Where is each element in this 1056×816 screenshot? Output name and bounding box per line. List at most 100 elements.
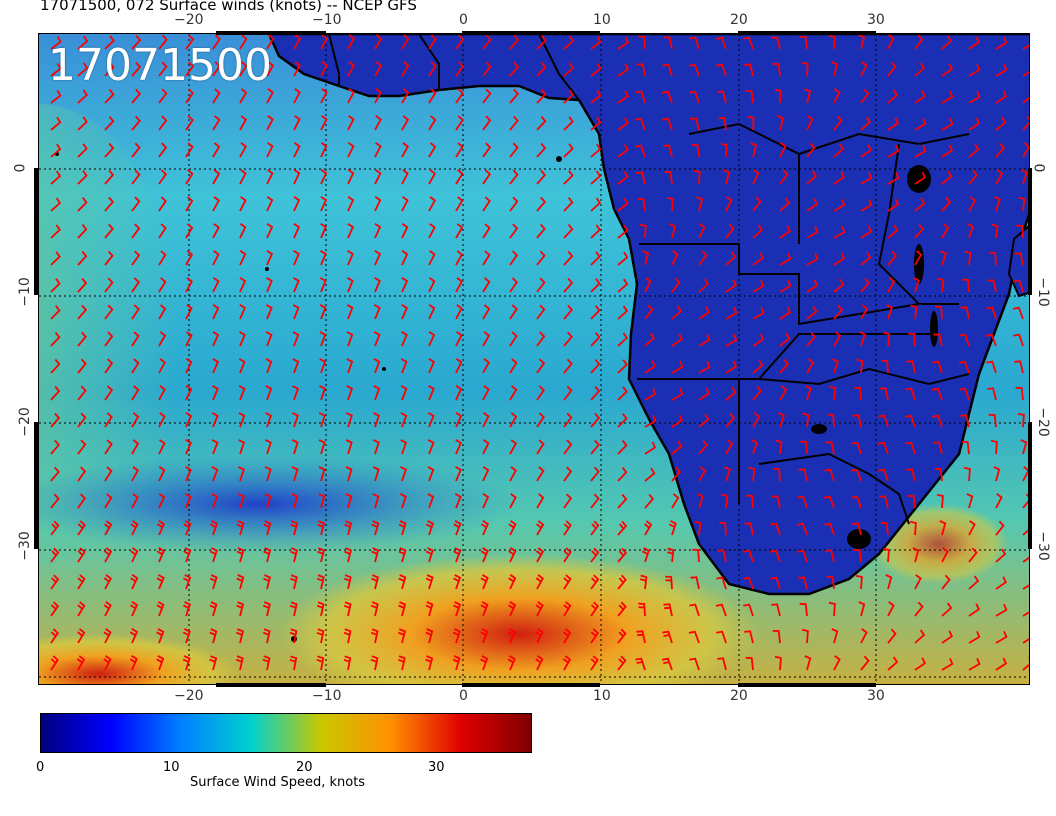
wind-barb	[265, 331, 273, 347]
wind-barb	[158, 358, 166, 374]
wind-barb	[480, 601, 489, 617]
lon-tick-top: 0	[459, 12, 468, 28]
wind-barb	[507, 655, 516, 671]
wind-barb	[262, 601, 271, 617]
wind-barb	[698, 387, 711, 401]
wind-barb	[590, 412, 601, 428]
wind-barb	[104, 62, 115, 77]
wind-barb	[482, 115, 492, 131]
wind-barb	[293, 115, 301, 131]
wind-barb	[959, 333, 970, 347]
wind-barb	[211, 412, 219, 428]
wind-barb	[509, 88, 519, 104]
wind-barb	[941, 118, 954, 131]
frame-tick-bar	[34, 422, 38, 549]
wind-barb	[801, 628, 809, 644]
wind-barb	[671, 250, 679, 266]
lon-tick-top: −20	[174, 12, 204, 28]
wind-barb	[1016, 224, 1024, 239]
wind-barb	[320, 34, 329, 50]
wind-barb	[689, 90, 700, 104]
wind-barb	[617, 332, 628, 347]
wind-barb	[563, 331, 573, 347]
wind-barb	[397, 655, 406, 671]
wind-barb	[806, 142, 816, 158]
wind-barb	[721, 493, 729, 509]
wind-barb	[104, 35, 115, 50]
wind-barb	[725, 412, 736, 428]
wind-barb	[50, 412, 61, 428]
wind-barb	[428, 250, 436, 266]
wind-barb	[563, 277, 574, 293]
wind-barb	[263, 574, 271, 590]
wind-barb	[642, 250, 650, 266]
wind-barb	[292, 385, 300, 401]
wind-barb	[986, 306, 997, 320]
wind-barb	[962, 278, 970, 293]
wind-barb	[797, 495, 808, 509]
wind-barb	[289, 655, 298, 671]
wind-barb	[104, 277, 114, 293]
wind-barb	[639, 223, 647, 239]
wind-barb	[77, 304, 88, 320]
wind-barb	[212, 223, 220, 239]
wind-barb	[401, 331, 408, 347]
wind-barb	[590, 170, 602, 185]
wind-barb	[887, 172, 900, 185]
wind-barb	[941, 63, 954, 77]
wind-barb	[590, 89, 602, 104]
wind-barb	[536, 439, 545, 455]
colorbar-label: Surface Wind Speed, knots	[190, 775, 366, 790]
wind-barb	[881, 359, 889, 374]
wind-barb	[50, 62, 62, 77]
wind-barb	[693, 169, 701, 185]
wind-barb	[887, 198, 900, 212]
wind-barb	[941, 602, 953, 617]
wind-barb	[744, 522, 754, 536]
wind-barb	[746, 494, 754, 509]
wind-barb	[131, 331, 140, 347]
wind-barb	[50, 278, 61, 293]
wind-barb	[482, 304, 491, 320]
wind-barb	[662, 117, 673, 131]
wind-barb	[129, 655, 138, 671]
wind-barb	[427, 493, 435, 509]
wind-barb	[482, 142, 492, 158]
wind-barb	[455, 169, 464, 185]
wind-barb	[995, 548, 1007, 563]
wind-barb	[936, 493, 944, 509]
wind-barb	[104, 116, 115, 131]
wind-barb	[563, 439, 573, 455]
wind-barb	[825, 441, 835, 455]
wind-barb	[130, 547, 139, 563]
wind-barb	[212, 61, 221, 77]
wind-barb	[185, 223, 194, 239]
wind-barb	[752, 169, 760, 185]
wind-barb	[968, 169, 979, 185]
wind-barb	[617, 251, 629, 266]
wind-barb	[236, 520, 245, 536]
wind-barb	[536, 493, 545, 509]
wind-barb	[239, 331, 246, 347]
wind-barb	[455, 412, 463, 428]
wind-barb	[779, 332, 791, 347]
wind-barb	[644, 304, 654, 320]
wind-barb	[879, 495, 889, 509]
wind-barb	[104, 466, 113, 482]
wind-barb	[428, 304, 436, 320]
wind-barb	[425, 628, 434, 644]
wind-barb	[769, 549, 781, 563]
wind-barb	[289, 574, 298, 590]
wind-barb	[266, 88, 274, 104]
wind-barb	[482, 61, 492, 77]
wind-barb	[698, 223, 706, 239]
wind-barb	[482, 277, 491, 293]
wind-barb	[968, 520, 976, 536]
wind-barb	[156, 628, 165, 644]
wind-barb	[860, 144, 873, 158]
wind-barb	[666, 547, 675, 563]
wind-barb	[104, 89, 115, 104]
wind-barb	[131, 88, 141, 104]
wind-barb	[374, 61, 383, 77]
wind-barb	[750, 142, 758, 158]
